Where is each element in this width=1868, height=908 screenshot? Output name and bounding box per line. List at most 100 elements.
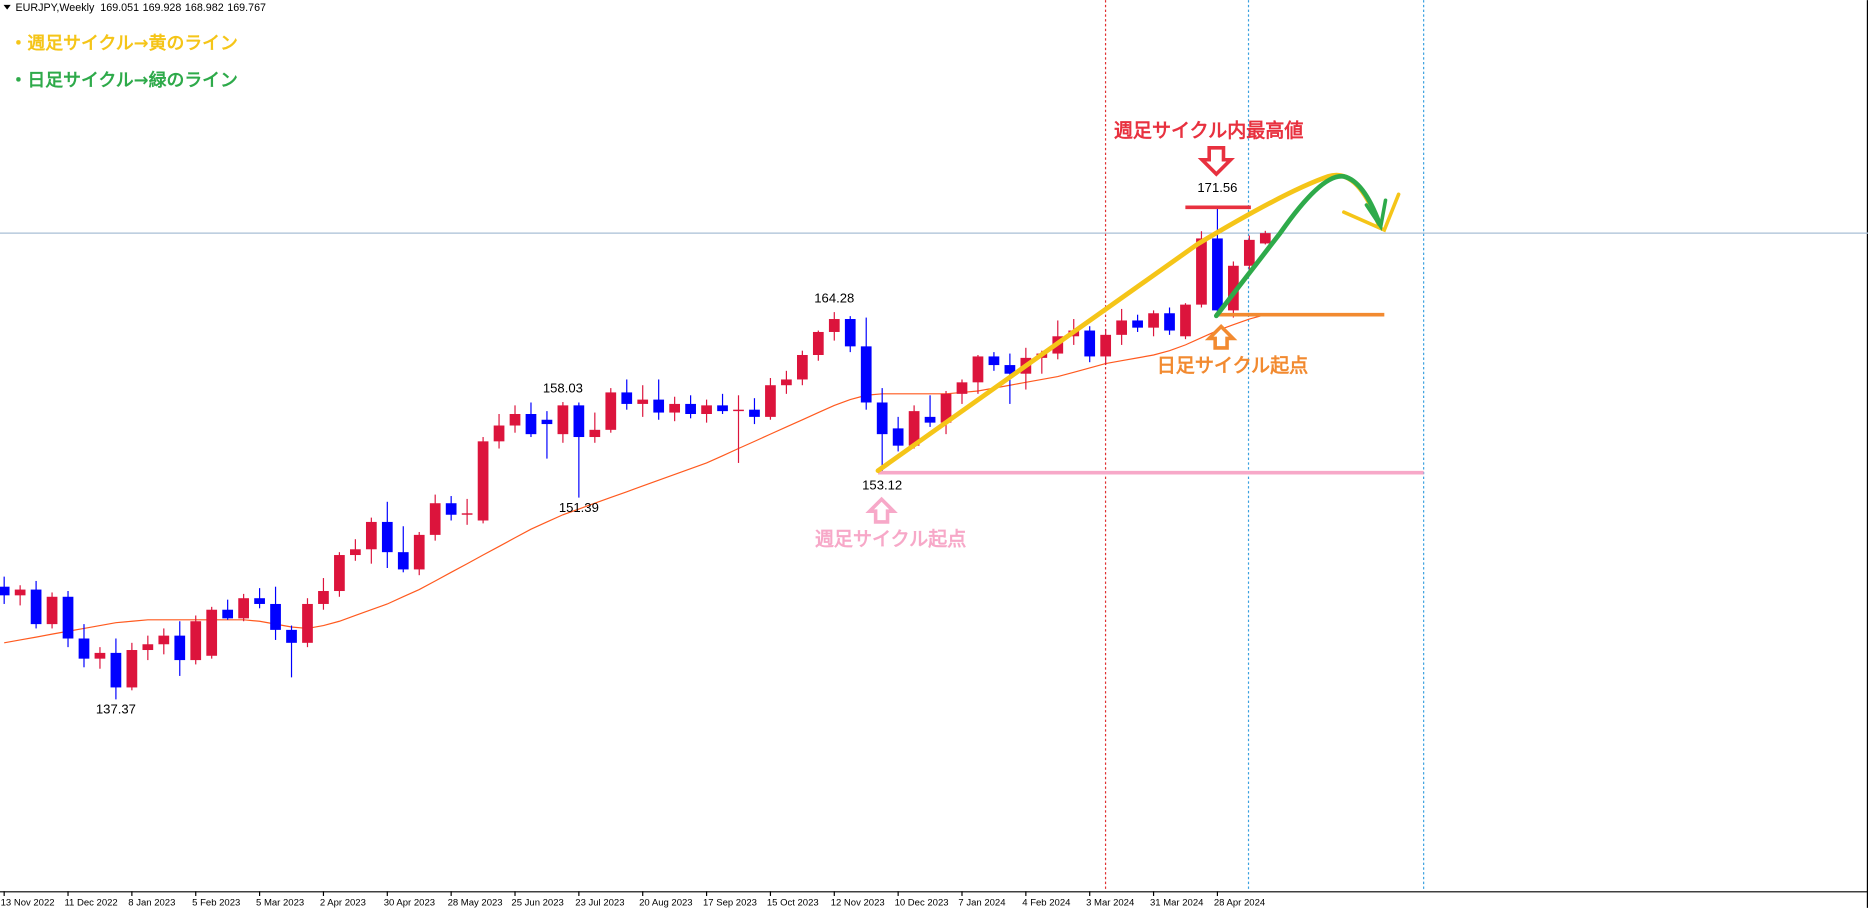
annotation: 週足サイクル起点 bbox=[815, 529, 966, 551]
candle-body bbox=[477, 441, 489, 521]
candle-body bbox=[238, 598, 249, 619]
candle-body bbox=[1084, 330, 1096, 357]
price-label: 137.37 bbox=[96, 702, 136, 717]
candle-body bbox=[796, 354, 808, 380]
candle-body bbox=[30, 589, 42, 625]
symbol: EURJPY,Weekly bbox=[15, 2, 94, 14]
weekly-start-arrow bbox=[865, 496, 898, 524]
candle-body bbox=[876, 402, 888, 435]
candle-body bbox=[1196, 238, 1207, 305]
candle-body bbox=[525, 413, 537, 435]
x-tick-label: 28 Apr 2024 bbox=[1214, 898, 1266, 908]
candle-body bbox=[190, 621, 202, 661]
candle-body bbox=[1212, 238, 1223, 311]
candle-body bbox=[956, 382, 968, 394]
candle-body bbox=[844, 319, 856, 347]
annotation: 日足サイクル起点 bbox=[1157, 355, 1308, 377]
candle-body bbox=[0, 586, 10, 596]
candle-body bbox=[988, 356, 1000, 366]
candle-body bbox=[924, 416, 936, 423]
candle-body bbox=[669, 403, 681, 413]
x-tick-label: 7 Jan 2024 bbox=[958, 898, 1006, 908]
x-tick-label: 25 Jun 2023 bbox=[511, 898, 563, 908]
candle-body bbox=[733, 409, 744, 412]
x-tick-label: 31 Mar 2024 bbox=[1150, 898, 1204, 908]
candle-body bbox=[413, 534, 425, 570]
candle-body bbox=[142, 644, 154, 651]
candle-body bbox=[302, 603, 313, 643]
candle-body bbox=[126, 650, 138, 688]
candle-body bbox=[573, 405, 585, 438]
candle-body bbox=[270, 603, 281, 630]
daily-cycle-line bbox=[1213, 173, 1382, 319]
candle-body bbox=[206, 609, 218, 656]
daily-cycle-arrowhead bbox=[1364, 198, 1388, 232]
low-price: 168.982 bbox=[185, 2, 224, 14]
candle-body bbox=[493, 425, 505, 442]
close-price: 169.767 bbox=[227, 2, 266, 14]
candle-body bbox=[14, 589, 26, 596]
candle-body bbox=[1100, 334, 1112, 357]
candle-body bbox=[365, 521, 377, 550]
candle-body bbox=[1164, 313, 1175, 331]
candle-body bbox=[158, 635, 170, 645]
weekly-cycle-arrowhead bbox=[1342, 192, 1401, 233]
price-label: 151.39 bbox=[559, 500, 599, 515]
candle-body bbox=[860, 346, 872, 403]
candle-body bbox=[940, 393, 952, 423]
candle-body bbox=[334, 555, 345, 592]
legend-note: ・週足サイクル→黄のライン bbox=[10, 32, 238, 54]
x-tick-label: 15 Oct 2023 bbox=[767, 898, 819, 908]
candle-body bbox=[605, 392, 617, 430]
candle-body bbox=[1148, 313, 1159, 328]
symbol-header: EURJPY,Weekly 169.051 169.928 168.982 169.76… bbox=[15, 2, 266, 14]
x-tick-label: 3 Mar 2024 bbox=[1086, 898, 1135, 908]
high-price: 169.928 bbox=[143, 2, 182, 14]
x-tick-label: 17 Sep 2023 bbox=[703, 898, 757, 908]
candle-body bbox=[972, 356, 984, 383]
candle-body bbox=[222, 609, 234, 619]
candle-body bbox=[1259, 233, 1271, 244]
candle-body bbox=[781, 379, 792, 386]
candle-body bbox=[62, 596, 74, 639]
candle-body bbox=[892, 428, 904, 446]
x-tick-label: 13 Nov 2022 bbox=[1, 898, 55, 908]
candle-body bbox=[429, 503, 441, 535]
candle-body bbox=[828, 319, 840, 332]
candle-body bbox=[350, 549, 361, 556]
x-tick-label: 30 Apr 2023 bbox=[384, 898, 435, 908]
overlay bbox=[3, 4, 1401, 524]
candle-body bbox=[397, 552, 409, 570]
candle-body bbox=[717, 405, 728, 412]
candle-body bbox=[381, 521, 393, 553]
legend-note: ・日足サイクル→緑のライン bbox=[10, 69, 238, 91]
x-tick-label: 10 Dec 2023 bbox=[895, 898, 949, 908]
annotation: 週足サイクル内最高値 bbox=[1114, 119, 1304, 142]
candle-body bbox=[749, 409, 760, 417]
candle-body bbox=[765, 385, 776, 417]
x-tick-label: 28 May 2023 bbox=[448, 898, 503, 908]
candle-body bbox=[908, 411, 920, 446]
candle-body bbox=[1228, 265, 1239, 311]
candle-body bbox=[174, 635, 186, 661]
x-tick-label: 4 Feb 2024 bbox=[1022, 898, 1071, 908]
candle-body bbox=[110, 652, 122, 688]
x-tick-label: 23 Jul 2023 bbox=[575, 898, 624, 908]
price-label: 153.12 bbox=[862, 477, 902, 492]
candle-body bbox=[1004, 365, 1016, 374]
candle-body bbox=[589, 429, 601, 438]
candle-body bbox=[1132, 320, 1143, 328]
candle-body bbox=[94, 652, 106, 659]
candle-body bbox=[701, 405, 712, 414]
candle-body bbox=[254, 598, 265, 604]
price-label: 158.03 bbox=[543, 381, 583, 396]
candle-body bbox=[637, 399, 649, 404]
menu-triangle bbox=[3, 4, 11, 10]
price-label: 171.56 bbox=[1197, 180, 1237, 195]
candle-body bbox=[509, 413, 521, 426]
x-tick-label: 5 Feb 2023 bbox=[192, 898, 240, 908]
candle-body bbox=[461, 513, 473, 515]
plot-area bbox=[0, 207, 1868, 700]
